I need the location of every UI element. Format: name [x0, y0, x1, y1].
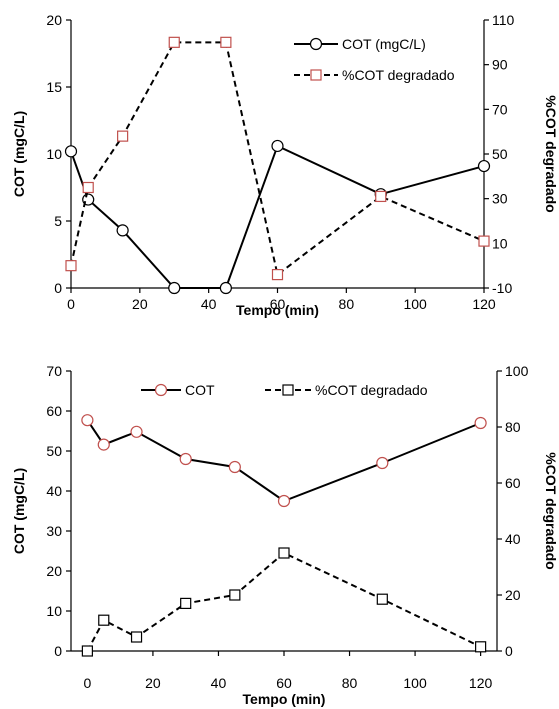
data-point	[228, 460, 241, 474]
data-point	[474, 416, 487, 430]
x-tick-label: 0	[83, 675, 91, 691]
y-axis-title: COT (mgC/L)	[11, 468, 27, 554]
x-tick-label: 120	[469, 675, 493, 691]
y-tick-label: 10	[46, 146, 62, 162]
data-point	[82, 181, 94, 194]
chart-bottom: 0 20 40 60 80 100 120 0 10 20 30 40 50 60 70 0 20 40 60 80 1…	[11, 363, 559, 707]
y-tick-label: 50	[46, 443, 62, 459]
y-tick-label: 20	[46, 12, 62, 28]
x-tick-label: 60	[276, 675, 292, 691]
data-point	[168, 36, 180, 48]
y-tick-label: 40	[46, 483, 62, 499]
series-line-0	[70, 144, 485, 289]
y2-axis-title: %COT degradado	[543, 95, 559, 212]
data-point	[98, 614, 110, 626]
x-tick-label: 60	[270, 296, 286, 312]
x-tick-label: 120	[472, 296, 496, 312]
legend-marker-1	[310, 69, 322, 81]
y-tick-label: 0	[54, 280, 62, 296]
series-line-1	[70, 41, 485, 277]
series-line-1	[86, 551, 482, 652]
x-tick-label: 80	[339, 296, 355, 312]
data-point	[117, 130, 129, 142]
data-point	[180, 597, 192, 610]
data-point	[277, 494, 291, 508]
y2-tick-label: 40	[505, 531, 521, 547]
data-point	[375, 190, 387, 203]
y2-tick-label: 50	[492, 146, 508, 162]
legend-label-0: COT (mgC/L)	[342, 36, 426, 52]
data-point	[97, 438, 110, 451]
y-tick-label: 60	[46, 403, 62, 419]
y2-tick-label: 20	[505, 587, 521, 603]
y-tick-label: 20	[46, 563, 62, 579]
y-tick-label: 30	[46, 523, 62, 539]
data-point	[179, 452, 192, 466]
legend-marker-0	[154, 383, 168, 397]
data-point	[376, 456, 389, 470]
x-tick-label: 80	[342, 675, 358, 691]
legend-label-1: %COT degradado	[315, 382, 428, 398]
x-axis-title: Tempo (min)	[236, 302, 319, 318]
data-point	[477, 159, 491, 173]
data-point	[376, 593, 388, 605]
y2-axis-title: %COT degradado	[543, 452, 559, 569]
x-tick-label: 0	[67, 296, 75, 312]
data-point	[278, 547, 290, 559]
y2-tick-label: 60	[505, 475, 521, 491]
y2-tick-label: 0	[505, 643, 513, 659]
y2-tick-label: 100	[505, 363, 529, 379]
y2-tick-label: 110	[492, 12, 515, 28]
y-tick-label: 0	[54, 643, 62, 659]
x-tick-label: 20	[132, 296, 148, 312]
y2-tick-label: 80	[505, 419, 521, 435]
data-point	[271, 269, 284, 281]
y-tick-label: 70	[46, 363, 62, 379]
y2-tick-label: 30	[492, 191, 508, 207]
x-tick-label: 20	[145, 675, 161, 691]
legend-label-1: %COT degradado	[342, 67, 455, 83]
data-point	[64, 145, 78, 158]
y2-tick-label: 10	[492, 235, 508, 251]
data-point	[65, 260, 77, 272]
y-tick-label: 10	[46, 603, 62, 619]
y-tick-label: 5	[54, 213, 62, 229]
data-point	[220, 36, 232, 48]
data-point	[116, 224, 129, 237]
x-axis-title: Tempo (min)	[243, 691, 326, 707]
data-point	[478, 235, 490, 247]
data-point	[271, 139, 284, 153]
y-axis-title: COT (mgC/L)	[11, 111, 27, 197]
y2-tick-label: 90	[492, 57, 508, 73]
data-point	[130, 425, 143, 438]
y2-tick-label: -10	[492, 280, 512, 296]
y-tick-label: 15	[46, 79, 62, 95]
x-tick-label: 100	[403, 675, 427, 691]
data-point	[229, 589, 241, 601]
series-line-0	[86, 419, 481, 503]
x-tick-label: 40	[211, 675, 227, 691]
data-point	[130, 631, 143, 643]
x-tick-label: 100	[403, 296, 427, 312]
data-point	[219, 281, 232, 295]
chart-top: 0 20 40 60 80 100 120 0 5 10 15 20 -10 10 30 50 70 90 110 T…	[11, 12, 559, 318]
data-point	[81, 645, 93, 657]
data-point	[475, 641, 487, 653]
legend-marker-1	[282, 384, 294, 396]
y2-tick-label: 70	[492, 101, 508, 117]
x-tick-label: 40	[201, 296, 217, 312]
legend-marker-0	[309, 37, 323, 51]
data-point	[81, 414, 94, 427]
data-point	[168, 281, 181, 295]
legend-label-0: COT	[185, 382, 215, 398]
